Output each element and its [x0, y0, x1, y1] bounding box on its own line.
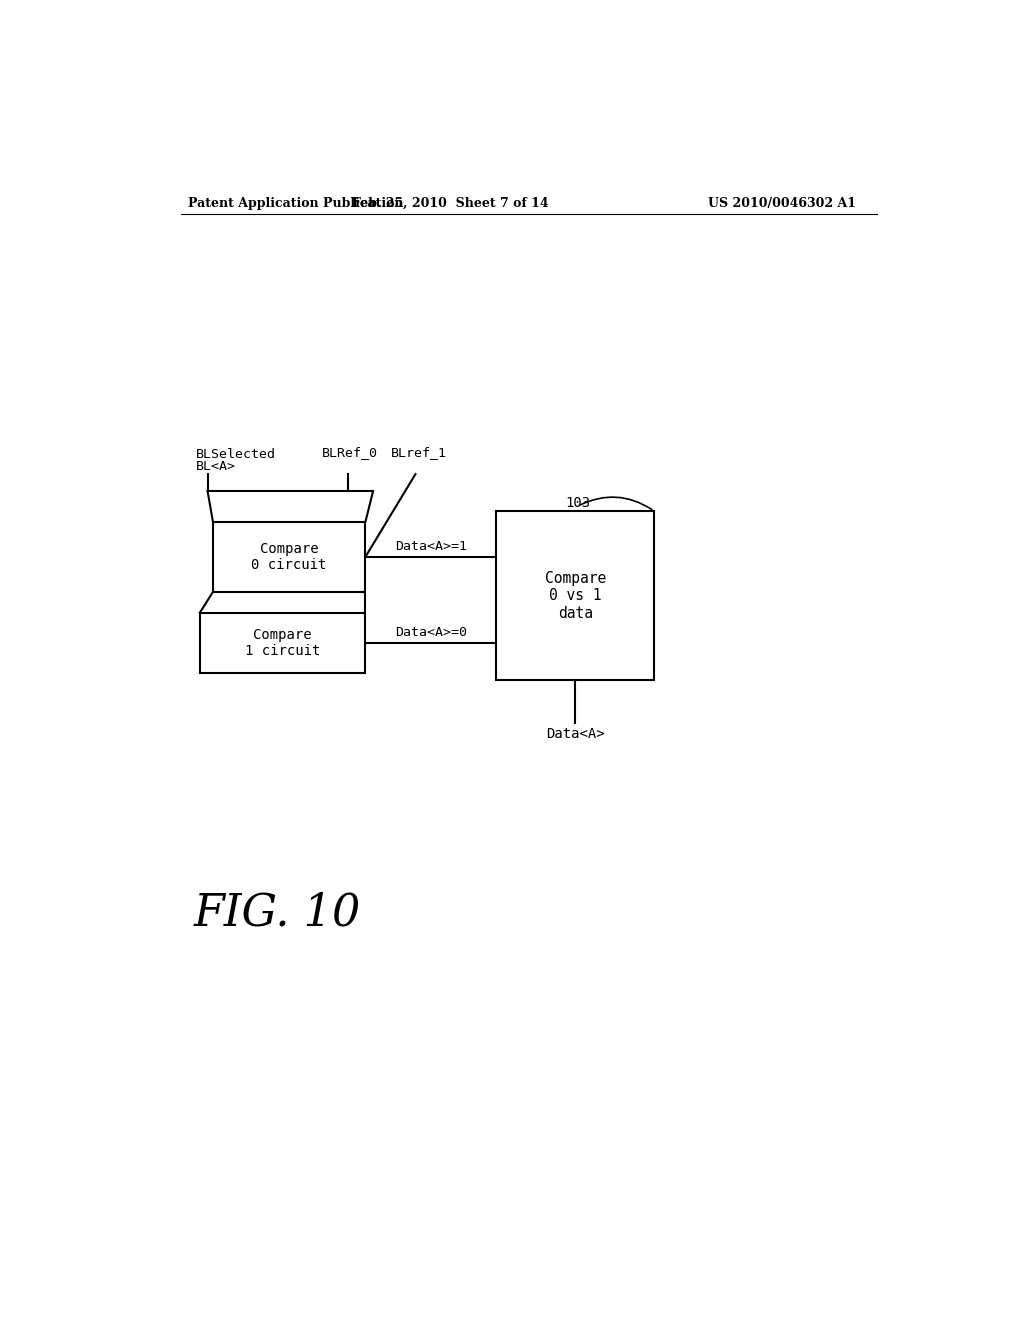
Text: US 2010/0046302 A1: US 2010/0046302 A1	[708, 197, 856, 210]
Text: BLref_1: BLref_1	[391, 446, 446, 459]
Text: BL<A>: BL<A>	[196, 459, 236, 473]
Bar	[200, 612, 366, 673]
Text: Compare
0 circuit: Compare 0 circuit	[252, 541, 327, 572]
Text: BLRef_0: BLRef_0	[322, 446, 378, 459]
Text: Data<A>=1: Data<A>=1	[395, 540, 467, 553]
Text: Data<A>: Data<A>	[546, 726, 604, 741]
Text: Compare
1 circuit: Compare 1 circuit	[245, 627, 321, 657]
Text: Compare
0 vs 1
data: Compare 0 vs 1 data	[545, 570, 606, 620]
Bar	[497, 511, 654, 681]
Text: Feb. 25, 2010  Sheet 7 of 14: Feb. 25, 2010 Sheet 7 of 14	[352, 197, 549, 210]
Text: FIG. 10: FIG. 10	[194, 891, 361, 935]
Text: 103: 103	[565, 495, 591, 510]
Text: Patent Application Publication: Patent Application Publication	[188, 197, 403, 210]
Text: BLSelected: BLSelected	[196, 447, 276, 461]
Text: Data<A>=0: Data<A>=0	[395, 626, 467, 639]
Bar	[213, 521, 366, 591]
